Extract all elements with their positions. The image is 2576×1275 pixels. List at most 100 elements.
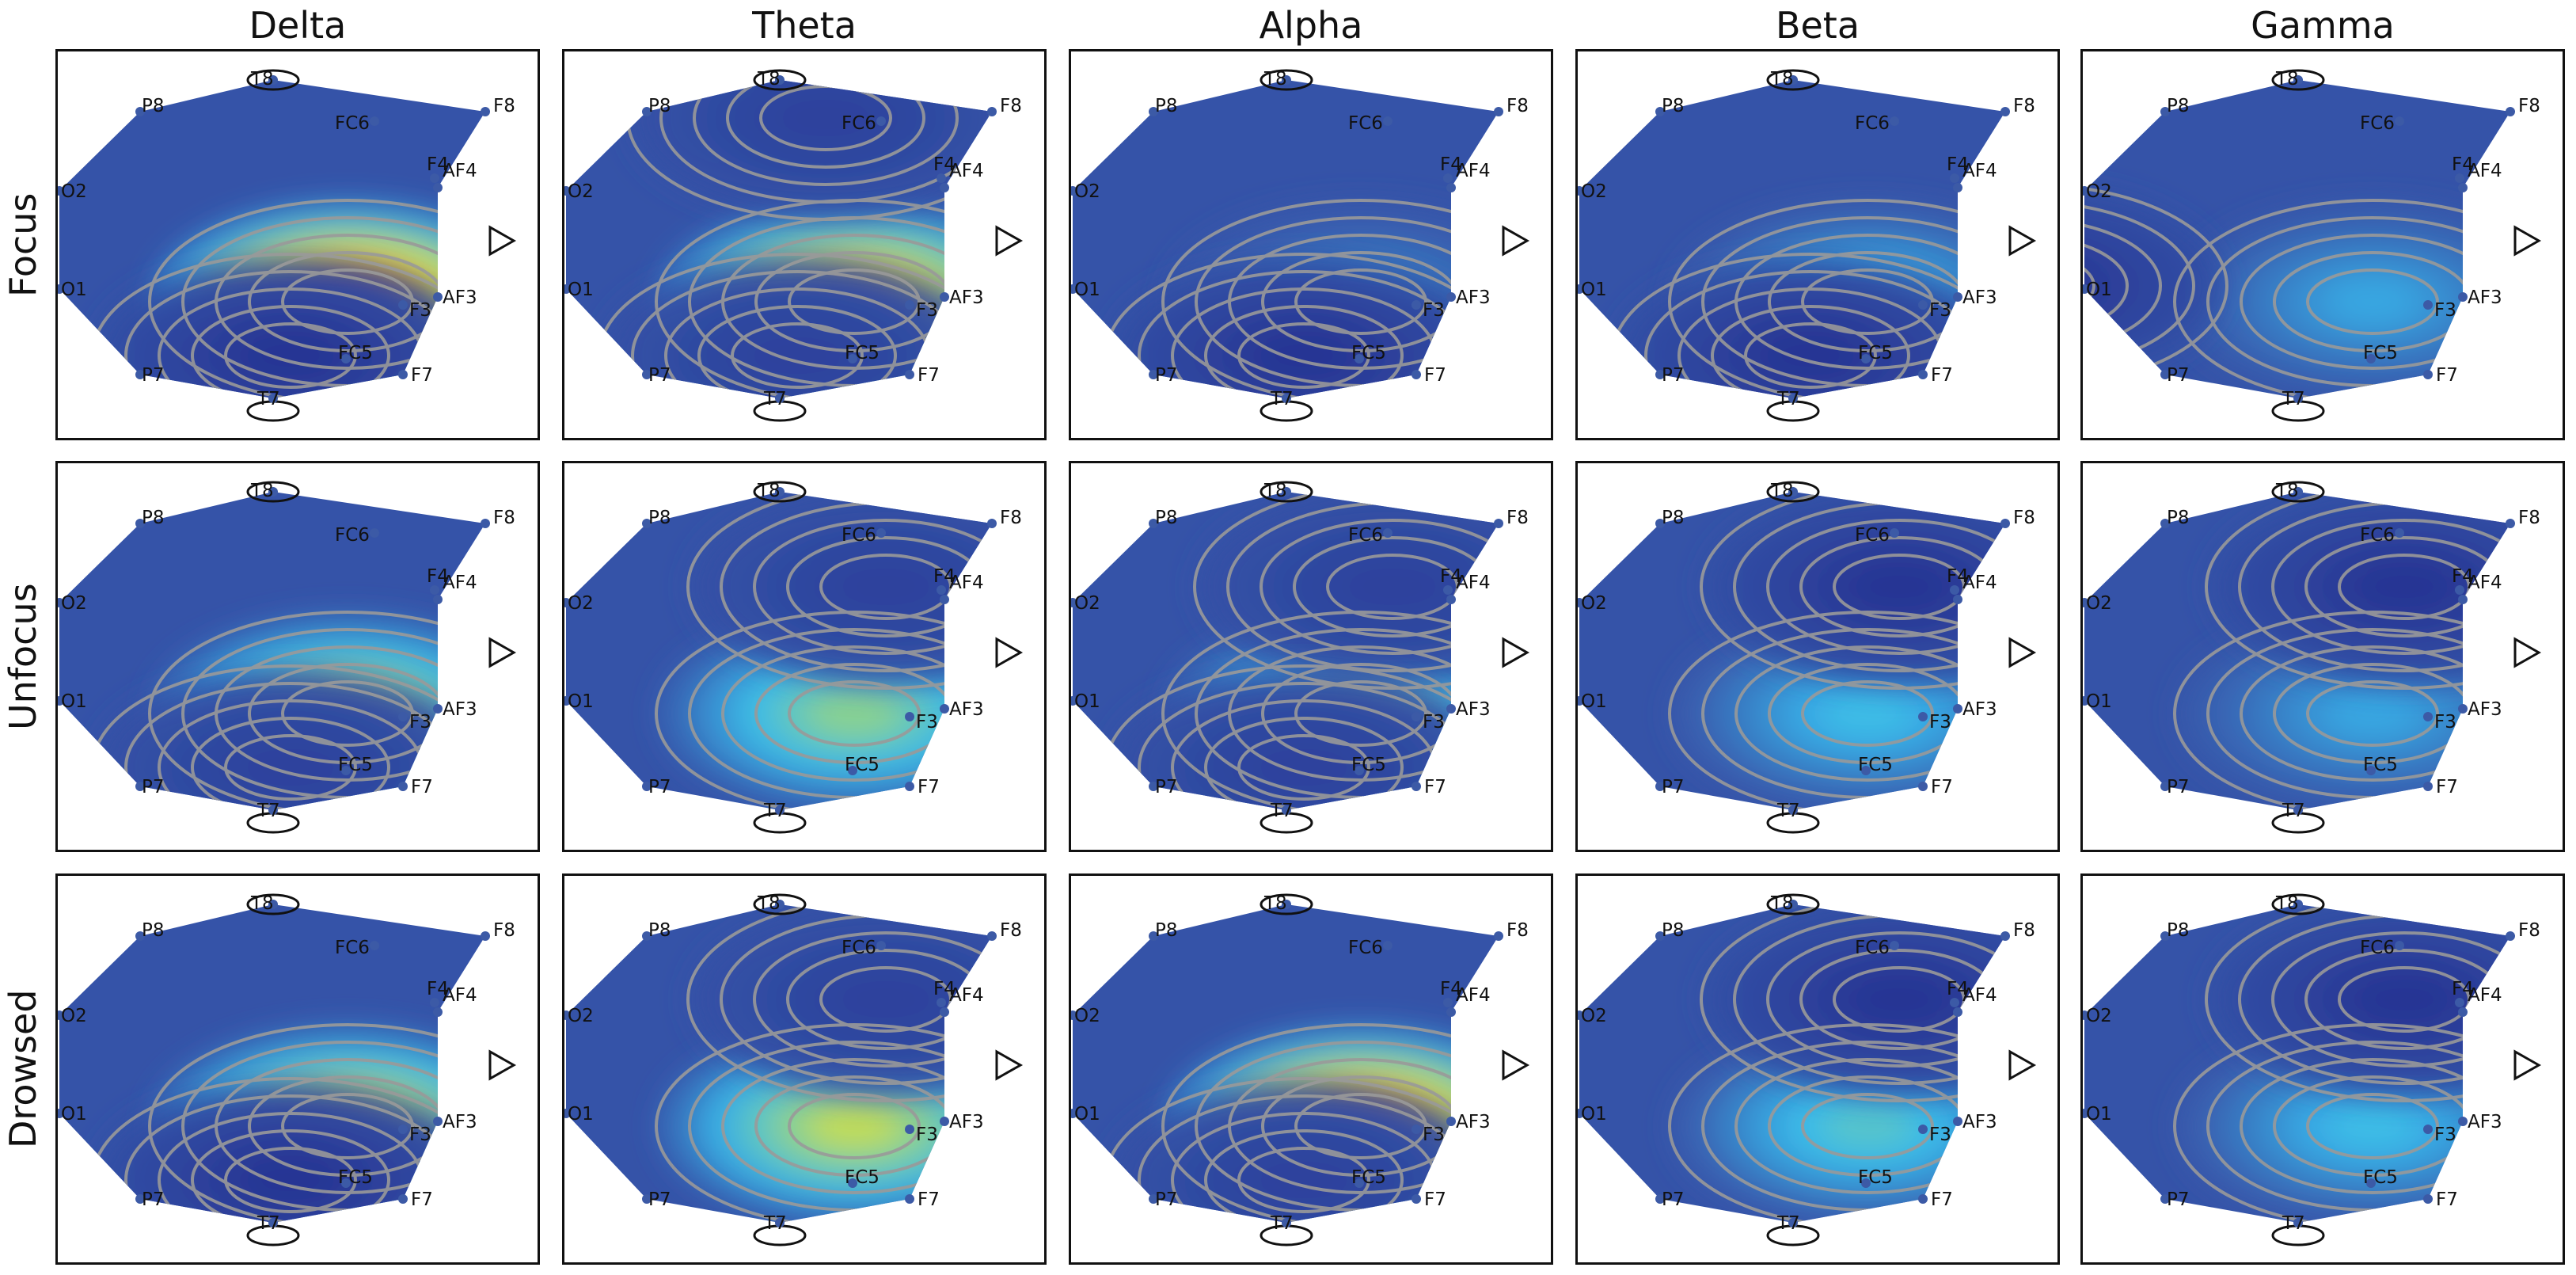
electrode-f3 xyxy=(398,712,408,721)
electrode-f7 xyxy=(1411,1194,1421,1204)
electrode-t7 xyxy=(268,805,278,815)
electrode-p7 xyxy=(135,1194,145,1204)
electrode-label-f3: F3 xyxy=(2434,300,2456,321)
electrode-f7 xyxy=(905,1194,914,1204)
electrode-label-af3: AF3 xyxy=(1962,1112,1997,1132)
electrode-label-f4: F4 xyxy=(1947,979,1969,999)
ear-top-icon xyxy=(2271,893,2325,915)
ear-top-icon xyxy=(1766,893,1820,915)
electrode-o1 xyxy=(1578,284,1584,294)
electrode-label-f3: F3 xyxy=(1423,1125,1445,1145)
electrode-f7 xyxy=(905,370,914,379)
electrode-o1 xyxy=(564,1109,571,1118)
nose-triangle-icon xyxy=(1502,225,1530,257)
electrode-f4 xyxy=(430,585,439,595)
electrode-label-o1: O1 xyxy=(1074,280,1100,300)
electrode-f7 xyxy=(905,782,914,791)
nose-triangle-icon xyxy=(2513,1049,2542,1081)
electrode-label-af3: AF3 xyxy=(2468,699,2502,720)
electrode-f8 xyxy=(2506,931,2515,941)
electrode-label-f3: F3 xyxy=(1929,712,1951,733)
electrode-label-fc5: FC5 xyxy=(2363,343,2398,363)
electrode-label-f8: F8 xyxy=(1506,508,1529,528)
electrode-label-af4: AF4 xyxy=(1456,573,1491,593)
electrode-label-fc6: FC6 xyxy=(2360,525,2395,546)
electrode-af3 xyxy=(433,1117,443,1126)
electrode-label-o1: O1 xyxy=(61,1104,87,1125)
electrode-f4 xyxy=(2455,173,2464,183)
electrode-label-p8: P8 xyxy=(1155,920,1178,941)
electrode-t8 xyxy=(775,75,785,85)
nose-triangle-icon xyxy=(488,225,517,257)
electrode-o2 xyxy=(1578,1010,1584,1020)
electrode-f3 xyxy=(398,300,408,310)
electrode-o2 xyxy=(1071,1010,1077,1020)
electrode-label-t7: T7 xyxy=(1776,801,1800,821)
electrode-label-af3: AF3 xyxy=(1962,699,1997,720)
electrode-label-af3: AF3 xyxy=(1456,699,1491,720)
electrode-label-fc6: FC6 xyxy=(842,113,876,134)
electrode-label-f7: F7 xyxy=(411,777,433,797)
electrode-label-p7: P7 xyxy=(1155,1189,1178,1210)
electrode-label-f7: F7 xyxy=(1931,777,1953,797)
electrode-label-f8: F8 xyxy=(1000,920,1022,941)
electrode-f7 xyxy=(1918,782,1928,791)
electrode-f4 xyxy=(2455,998,2464,1007)
electrode-label-fc5: FC5 xyxy=(1858,343,1893,363)
electrode-t8 xyxy=(775,900,785,909)
topomap-drowsed-delta: T8 P8 F8 FC6 F4 AF4 O2 O1 F3 AF3 P7 FC5 F7 T7 xyxy=(55,873,540,1265)
electrode-label-o1: O1 xyxy=(1074,1104,1100,1125)
electrode-label-p8: P8 xyxy=(1662,508,1685,528)
electrode-fc5 xyxy=(848,1178,857,1188)
nose-triangle-icon xyxy=(2513,225,2542,257)
electrode-f7 xyxy=(1411,782,1421,791)
electrode-label-f7: F7 xyxy=(918,1189,940,1210)
electrode-label-t8: T8 xyxy=(250,481,274,501)
electrode-p8 xyxy=(135,931,145,941)
electrode-o2 xyxy=(564,186,571,196)
electrode-label-af4: AF4 xyxy=(443,985,477,1006)
electrode-label-fc6: FC6 xyxy=(2360,938,2395,958)
electrode-p8 xyxy=(2160,519,2170,528)
electrode-p7 xyxy=(2160,370,2170,379)
electrode-label-t7: T7 xyxy=(2282,389,2305,409)
electrode-label-f8: F8 xyxy=(493,920,515,941)
electrode-label-t8: T8 xyxy=(250,893,274,914)
electrode-label-fc5: FC5 xyxy=(2363,1167,2398,1188)
electrode-label-f7: F7 xyxy=(1931,365,1953,386)
electrode-af3 xyxy=(2458,704,2468,714)
electrode-label-o1: O1 xyxy=(61,280,87,300)
electrode-o1 xyxy=(1071,1109,1077,1118)
electrode-label-f8: F8 xyxy=(2518,96,2540,116)
electrode-label-o2: O2 xyxy=(2086,593,2112,614)
electrode-label-af3: AF3 xyxy=(949,287,984,308)
electrode-label-f3: F3 xyxy=(2434,712,2456,733)
electrode-label-f4: F4 xyxy=(933,154,956,175)
electrode-label-fc5: FC5 xyxy=(338,1167,373,1188)
electrode-label-t7: T7 xyxy=(763,1213,787,1234)
electrode-fc5 xyxy=(1354,766,1364,775)
electrode-label-p7: P7 xyxy=(1662,777,1685,797)
electrode-af4 xyxy=(2458,183,2468,192)
electrode-af4 xyxy=(2458,595,2468,604)
electrode-f7 xyxy=(398,782,408,791)
topomap-focus-beta: T8 P8 F8 FC6 F4 AF4 O2 O1 F3 AF3 P7 FC5 F7 T7 xyxy=(1575,49,2060,440)
electrode-p7 xyxy=(1149,1194,1158,1204)
electrode-label-f4: F4 xyxy=(1947,566,1969,587)
electrode-fc6 xyxy=(370,941,379,950)
electrode-label-f8: F8 xyxy=(2013,920,2035,941)
electrode-fc5 xyxy=(341,354,351,363)
electrode-label-o2: O2 xyxy=(2086,1006,2112,1026)
electrode-af4 xyxy=(1446,595,1456,604)
electrode-f4 xyxy=(937,173,946,183)
electrode-f7 xyxy=(1411,370,1421,379)
electrode-label-f8: F8 xyxy=(2518,508,2540,528)
electrode-af4 xyxy=(433,595,443,604)
electrode-f8 xyxy=(2000,519,2010,528)
electrode-af4 xyxy=(433,183,443,192)
electrode-af4 xyxy=(940,595,949,604)
electrode-fc6 xyxy=(1383,116,1392,126)
